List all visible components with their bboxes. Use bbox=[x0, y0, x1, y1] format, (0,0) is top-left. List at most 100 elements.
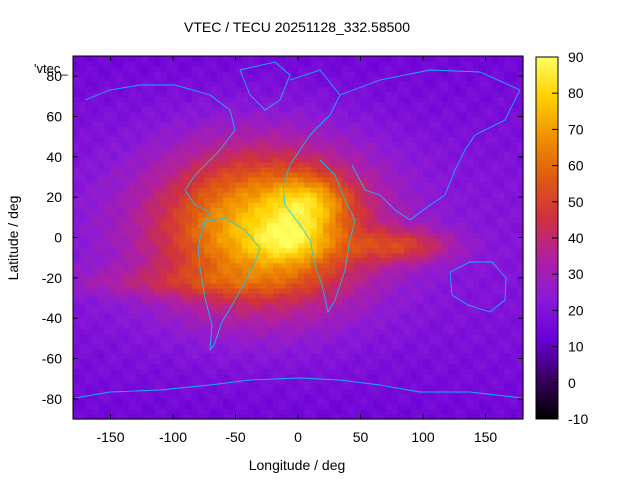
heatmap-cell bbox=[379, 338, 387, 344]
heatmap-cell bbox=[423, 383, 430, 390]
heatmap-cell bbox=[91, 212, 99, 218]
heatmap-cell bbox=[348, 247, 355, 254]
heatmap-cell bbox=[348, 368, 355, 375]
heatmap-cell bbox=[354, 212, 362, 218]
heatmap-cell bbox=[79, 303, 87, 309]
heatmap-cell bbox=[91, 182, 99, 188]
heatmap-cell bbox=[423, 348, 430, 355]
heatmap-cell bbox=[304, 403, 312, 410]
heatmap-cell bbox=[460, 368, 468, 375]
heatmap-cell bbox=[98, 76, 105, 82]
heatmap-cell bbox=[216, 398, 224, 405]
heatmap-cell bbox=[254, 292, 262, 299]
heatmap-cell bbox=[104, 398, 112, 405]
heatmap-cell bbox=[479, 318, 487, 324]
heatmap-cell bbox=[448, 262, 455, 269]
heatmap-cell bbox=[316, 212, 324, 218]
heatmap-cell bbox=[223, 81, 230, 87]
heatmap-cell bbox=[279, 227, 287, 234]
heatmap-cell bbox=[154, 267, 162, 274]
heatmap-cell bbox=[98, 177, 105, 183]
heatmap-cell bbox=[416, 177, 424, 183]
heatmap-cell bbox=[285, 353, 293, 360]
heatmap-cell bbox=[185, 146, 193, 153]
heatmap-cell bbox=[229, 126, 237, 133]
heatmap-cell bbox=[104, 71, 112, 77]
heatmap-cell bbox=[379, 272, 387, 279]
heatmap-cell bbox=[385, 106, 393, 113]
heatmap-cell bbox=[148, 101, 155, 108]
heatmap-cell bbox=[91, 227, 99, 234]
heatmap-cell bbox=[273, 151, 280, 158]
heatmap-cell bbox=[360, 343, 368, 350]
heatmap-cell bbox=[141, 313, 149, 319]
heatmap-cell bbox=[185, 91, 193, 97]
heatmap-cell bbox=[235, 237, 243, 244]
heatmap-cell bbox=[516, 197, 524, 203]
heatmap-cell bbox=[329, 192, 337, 198]
heatmap-cell bbox=[198, 237, 205, 244]
heatmap-cell bbox=[516, 217, 524, 223]
heatmap-cell bbox=[423, 76, 430, 82]
heatmap-cell bbox=[110, 323, 118, 329]
heatmap-cell bbox=[304, 343, 312, 350]
heatmap-cell bbox=[116, 217, 124, 223]
heatmap-cell bbox=[316, 378, 324, 385]
heatmap-cell bbox=[498, 232, 505, 239]
heatmap-cell bbox=[160, 408, 168, 415]
heatmap-cell bbox=[173, 171, 180, 178]
heatmap-cell bbox=[173, 252, 180, 259]
heatmap-cell bbox=[435, 413, 443, 420]
heatmap-cell bbox=[104, 393, 112, 400]
heatmap-cell bbox=[166, 358, 174, 365]
heatmap-cell bbox=[316, 242, 324, 249]
heatmap-cell bbox=[135, 146, 143, 153]
heatmap-cell bbox=[460, 86, 468, 92]
heatmap-cell bbox=[310, 282, 318, 289]
heatmap-cell bbox=[473, 333, 480, 339]
heatmap-cell bbox=[223, 287, 230, 294]
heatmap-cell bbox=[173, 161, 180, 168]
heatmap-cell bbox=[291, 101, 299, 108]
heatmap-cell bbox=[266, 338, 274, 344]
heatmap-cell bbox=[273, 272, 280, 279]
heatmap-cell bbox=[410, 182, 418, 188]
heatmap-cell bbox=[516, 212, 524, 218]
heatmap-cell bbox=[129, 171, 137, 178]
heatmap-cell bbox=[391, 202, 399, 208]
heatmap-cell bbox=[516, 303, 524, 309]
heatmap-cell bbox=[79, 81, 87, 87]
heatmap-cell bbox=[148, 161, 155, 168]
heatmap-cell bbox=[260, 353, 268, 360]
heatmap-cell bbox=[173, 156, 180, 163]
heatmap-cell bbox=[198, 413, 205, 420]
heatmap-cell bbox=[454, 146, 462, 153]
heatmap-cell bbox=[354, 171, 362, 178]
heatmap-cell bbox=[454, 298, 462, 304]
heatmap-cell bbox=[516, 393, 524, 400]
heatmap-cell bbox=[423, 363, 430, 370]
heatmap-cell bbox=[491, 141, 499, 148]
heatmap-cell bbox=[516, 338, 524, 344]
heatmap-cell bbox=[460, 363, 468, 370]
heatmap-cell bbox=[404, 358, 412, 365]
heatmap-cell bbox=[285, 373, 293, 380]
heatmap-cell bbox=[123, 363, 130, 370]
heatmap-cell bbox=[316, 96, 324, 102]
heatmap-cell bbox=[148, 318, 155, 324]
heatmap-cell bbox=[166, 378, 174, 385]
heatmap-cell bbox=[298, 106, 305, 113]
heatmap-cell bbox=[204, 141, 212, 148]
heatmap-cell bbox=[354, 131, 362, 138]
heatmap-cell bbox=[260, 111, 268, 118]
heatmap-cell bbox=[129, 338, 137, 344]
heatmap-cell bbox=[223, 182, 230, 188]
heatmap-cell bbox=[435, 161, 443, 168]
heatmap-cell bbox=[379, 252, 387, 259]
heatmap-cell bbox=[279, 131, 287, 138]
heatmap-cell bbox=[123, 101, 130, 108]
heatmap-cell bbox=[148, 338, 155, 344]
heatmap-cell bbox=[404, 131, 412, 138]
heatmap-cell bbox=[498, 106, 505, 113]
heatmap-cell bbox=[204, 111, 212, 118]
